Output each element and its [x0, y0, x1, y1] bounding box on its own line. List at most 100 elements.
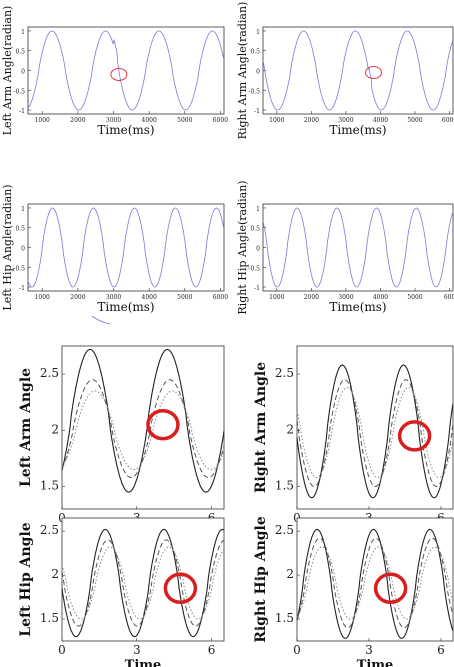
- x-tick-label: 4000: [373, 117, 388, 124]
- y-axis-label: Right Arm Angle: [253, 362, 269, 493]
- x-tick-label: 2000: [70, 117, 85, 124]
- y-axis-label: Right Arm Angle(radian): [236, 2, 249, 140]
- y-tick-label: 1: [21, 206, 25, 213]
- y-tick-label: 1.5: [40, 611, 59, 625]
- x-tick-label: 1000: [35, 117, 50, 124]
- x-tick-label: 5000: [407, 117, 422, 124]
- series-line-1: [61, 528, 225, 638]
- series-line-3: [61, 390, 225, 471]
- panel-1: 1 0.5 0 -0.5 -1 1000 2000 3000 4000 5000 6000 Time(…: [1, 6, 228, 137]
- x-tick-label: 3000: [338, 117, 353, 124]
- series-line-1: [27, 207, 225, 288]
- x-axis-label: Time(ms): [329, 300, 386, 314]
- y-tick-label: -1: [19, 285, 25, 292]
- x-tick-label: 3: [133, 643, 141, 657]
- series-line-2: [296, 379, 454, 487]
- x-tick-label: 6000: [442, 117, 454, 124]
- y-tick-label: 2.5: [275, 366, 294, 380]
- y-tick-label: 0: [256, 69, 260, 76]
- x-tick-label: 3000: [106, 117, 121, 124]
- y-tick-label: -1: [254, 285, 260, 292]
- series-line-3: [61, 546, 225, 620]
- y-tick-label: 0.5: [15, 49, 25, 56]
- x-tick-label: 600: [444, 294, 454, 301]
- x-tick-label: 0: [293, 643, 301, 657]
- series-line-1: [262, 30, 454, 111]
- series-line-3: [296, 387, 454, 478]
- x-axis-label: Time(ms): [329, 123, 386, 137]
- plot-frame: [61, 517, 225, 642]
- y-tick-label: -0.5: [248, 88, 260, 95]
- x-tick-label: 1000: [269, 294, 284, 301]
- y-tick-label: -0.5: [13, 265, 25, 272]
- series-line-1: [262, 207, 454, 288]
- y-tick-label: 0.5: [15, 226, 25, 233]
- y-tick-label: 2: [51, 422, 59, 436]
- x-tick-label: 3: [365, 643, 373, 657]
- highlight-circle: [146, 408, 180, 441]
- series-line-1: [27, 30, 225, 111]
- x-tick-label: 6: [437, 643, 445, 657]
- y-tick-label: 1.5: [275, 479, 294, 493]
- y-tick-label: 2: [286, 422, 294, 436]
- y-tick-label: 1.5: [275, 611, 294, 625]
- plot-frame: [296, 517, 454, 642]
- x-tick-label: 3000: [106, 294, 121, 301]
- panel-2: 1 0.5 0 -0.5 -1 1000 2000 3000 4000 5000 6000 Time(…: [236, 2, 454, 140]
- highlight-circle: [397, 420, 432, 452]
- y-tick-label: 0.5: [250, 226, 260, 233]
- x-tick-label: 3000: [338, 294, 353, 301]
- y-tick-label: 2: [51, 567, 59, 581]
- series-line-1: [296, 528, 454, 639]
- plot-frame: [262, 203, 454, 292]
- y-axis-label: Left Hip Angle: [18, 522, 34, 636]
- panel-4: 1 0.5 0 -0.5 -1 1000 2000 3000 4000 5000 600 Time(m…: [236, 180, 454, 314]
- series-line-2: [296, 537, 454, 629]
- series-line-1: [296, 364, 454, 499]
- x-tick-label: 6000: [213, 117, 228, 124]
- y-tick-label: -1: [254, 108, 260, 115]
- x-tick-label: 6000: [213, 294, 228, 301]
- y-tick-label: 2.5: [40, 366, 59, 380]
- y-tick-label: 2.5: [40, 523, 59, 537]
- y-axis-label: Left Hip Angle(radian): [1, 184, 14, 310]
- y-tick-label: 1: [21, 29, 25, 36]
- highlight-circle: [110, 67, 128, 81]
- series-line-2: [61, 539, 225, 627]
- y-tick-label: 0: [256, 246, 260, 253]
- y-tick-label: 0: [21, 69, 25, 76]
- y-tick-label: 0: [21, 246, 25, 253]
- x-tick-label: 5000: [177, 294, 192, 301]
- y-tick-label: 1: [256, 206, 260, 213]
- y-axis-label: Left Arm Angle: [18, 368, 34, 487]
- x-tick-label: 6: [208, 643, 216, 657]
- plot-frame: [262, 26, 454, 115]
- panel-3: 1 0.5 0 -0.5 -1 1000 2000 3000 4000 5000 6000 Time(…: [1, 184, 228, 314]
- x-tick-label: 5000: [407, 294, 422, 301]
- highlight-circle: [163, 572, 198, 605]
- y-tick-label: -0.5: [13, 88, 25, 95]
- x-tick-label: 5000: [177, 117, 192, 124]
- x-axis-label: Time(ms): [97, 123, 154, 137]
- plot-frame: [61, 345, 225, 510]
- panel-8: 2.5 2 1.5 0 3 6 Time Right Hip Angle: [253, 516, 454, 667]
- y-tick-label: 2: [286, 567, 294, 581]
- series-line-3: [296, 546, 454, 620]
- y-tick-label: 2.5: [275, 523, 294, 537]
- x-tick-label: 2000: [304, 117, 319, 124]
- plot-frame: [27, 26, 225, 115]
- y-axis-label: Left Arm Angle(radian): [1, 6, 14, 136]
- stray-stroke: [91, 315, 111, 325]
- x-axis-label: Time: [125, 658, 162, 667]
- y-tick-label: 1: [256, 29, 260, 36]
- highlight-circle: [373, 572, 408, 605]
- x-tick-label: 4000: [142, 117, 157, 124]
- x-tick-label: 1000: [35, 294, 50, 301]
- x-axis-label: Time: [357, 658, 394, 667]
- series-line-2: [61, 379, 225, 478]
- x-axis-label: Time(ms): [97, 300, 154, 314]
- x-tick-label: 1000: [269, 117, 284, 124]
